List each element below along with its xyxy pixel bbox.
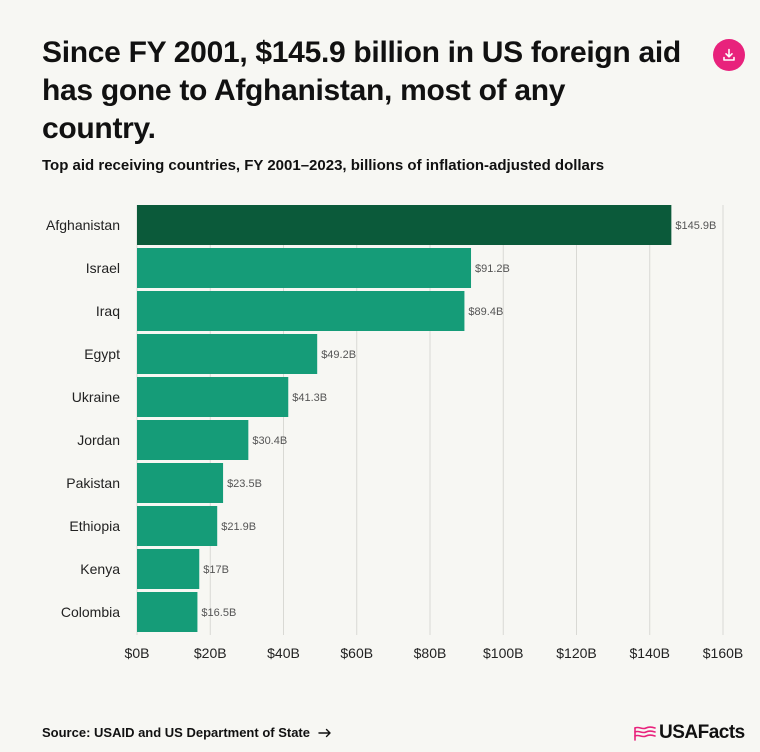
category-label: Israel	[86, 260, 120, 276]
source-link[interactable]: Source: USAID and US Department of State	[42, 725, 332, 740]
bar	[137, 592, 198, 632]
source-text: Source: USAID and US Department of State	[42, 725, 310, 740]
data-label: $21.9B	[221, 521, 256, 533]
bar	[137, 420, 249, 460]
bar	[137, 549, 200, 589]
data-label: $145.9B	[675, 220, 716, 232]
data-label: $89.4B	[468, 306, 503, 318]
download-button[interactable]	[713, 39, 745, 71]
data-label: $16.5B	[201, 607, 236, 619]
flag-icon	[634, 726, 656, 741]
bar	[137, 506, 218, 546]
data-label: $23.5B	[227, 478, 262, 490]
x-tick-label: $0B	[125, 645, 150, 661]
x-tick-label: $140B	[630, 645, 670, 661]
category-label: Jordan	[77, 432, 120, 448]
category-label: Ukraine	[72, 389, 120, 405]
x-tick-label: $20B	[194, 645, 227, 661]
x-tick-label: $100B	[483, 645, 523, 661]
data-label: $49.2B	[321, 349, 356, 361]
bar	[137, 463, 224, 503]
category-label: Ethiopia	[69, 518, 120, 534]
data-label: $17B	[203, 564, 229, 576]
bar	[137, 291, 465, 331]
bar	[137, 334, 318, 374]
chart-subtitle: Top aid receiving countries, FY 2001–202…	[42, 157, 605, 174]
x-tick-label: $120B	[556, 645, 596, 661]
bar	[137, 248, 472, 288]
bar	[137, 377, 289, 417]
data-label: $41.3B	[292, 392, 327, 404]
x-tick-label: $160B	[703, 645, 743, 661]
arrow-right-icon	[318, 728, 331, 737]
category-label: Kenya	[80, 561, 120, 577]
category-label: Pakistan	[66, 475, 120, 491]
data-label: $91.2B	[475, 263, 510, 275]
x-tick-label: $60B	[340, 645, 373, 661]
logo-text: USAFacts	[659, 722, 745, 743]
category-label: Afghanistan	[46, 217, 120, 233]
chart-title: Since FY 2001, $145.9 billion in US fore…	[42, 36, 681, 145]
bar	[137, 205, 672, 245]
x-tick-label: $80B	[414, 645, 447, 661]
data-label: $30.4B	[252, 435, 287, 447]
x-tick-label: $40B	[267, 645, 300, 661]
usafacts-logo[interactable]: USAFacts	[634, 722, 745, 744]
category-label: Egypt	[84, 346, 120, 362]
category-label: Iraq	[96, 303, 120, 319]
download-icon	[723, 48, 735, 61]
bar-chart: Afghanistan $145.9B Israel $91.2B Iraq $89.4B…	[46, 205, 743, 661]
category-label: Colombia	[61, 604, 120, 620]
